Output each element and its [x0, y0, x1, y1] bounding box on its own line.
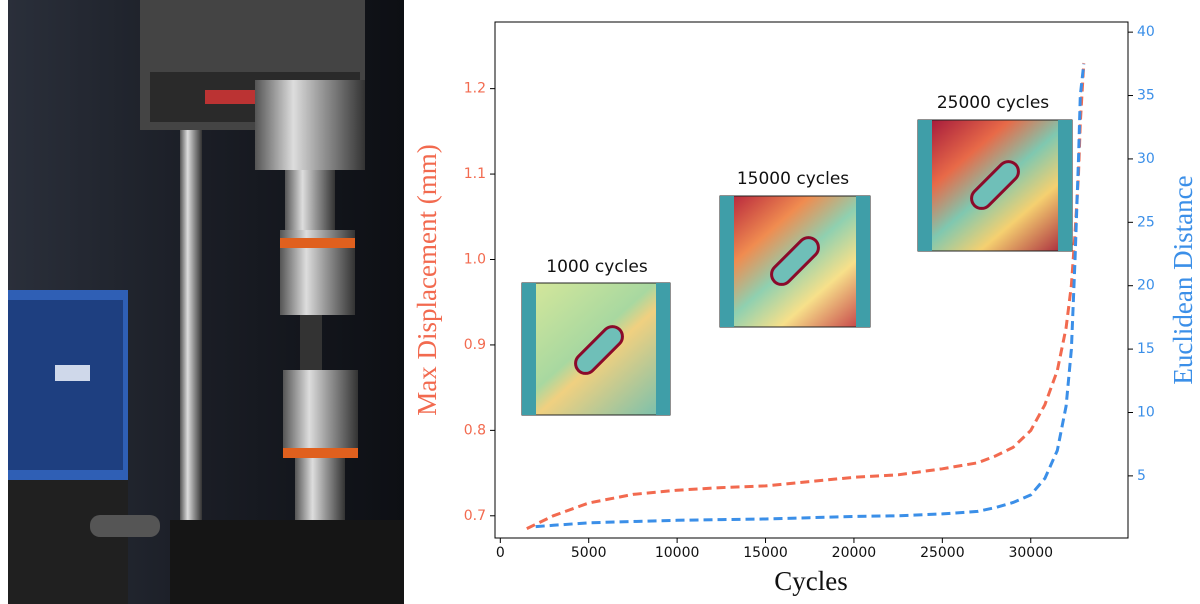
annotation: 15000 cycles: [737, 169, 849, 189]
y-tick-label: 1.0: [464, 251, 486, 267]
annotation: 1000 cycles: [546, 257, 648, 277]
x-tick-label: 10000: [655, 545, 700, 561]
y2-tick-label: 35: [1137, 88, 1155, 104]
inset-15000: [720, 196, 870, 327]
y-axis-title: Max Displacement (mm): [412, 144, 442, 415]
y2-tick-label: 10: [1137, 404, 1155, 420]
x-tick-label: 20000: [832, 545, 877, 561]
x-tick-label: 5000: [571, 545, 607, 561]
x-tick-label: 0: [496, 545, 505, 561]
x-tick-label: 25000: [920, 545, 965, 561]
y-tick-label: 0.7: [464, 508, 486, 524]
y2-tick-label: 15: [1137, 341, 1155, 357]
y-tick-label: 0.9: [464, 337, 486, 353]
y2-tick-label: 30: [1137, 151, 1155, 167]
x-tick-label: 30000: [1008, 545, 1053, 561]
x-axis-title: Cycles: [774, 566, 848, 596]
x-tick-label: 15000: [743, 545, 788, 561]
y2-tick-label: 25: [1137, 214, 1155, 230]
y2-tick-label: 40: [1137, 24, 1155, 40]
y-tick-label: 1.2: [464, 81, 486, 97]
annotation: 25000 cycles: [937, 93, 1049, 113]
inset-1000: [522, 283, 670, 415]
y2-axis-title: Euclidean Distance: [1168, 175, 1198, 384]
y2-tick-label: 20: [1137, 278, 1155, 294]
photo: [8, 0, 404, 604]
y-tick-label: 1.1: [464, 166, 486, 182]
figure: 1000 cycles 15000 cycles 25000 cycles Cy…: [0, 0, 1200, 604]
y2-tick-label: 5: [1137, 468, 1146, 484]
y-tick-label: 0.8: [464, 422, 486, 438]
inset-25000: [918, 120, 1072, 251]
